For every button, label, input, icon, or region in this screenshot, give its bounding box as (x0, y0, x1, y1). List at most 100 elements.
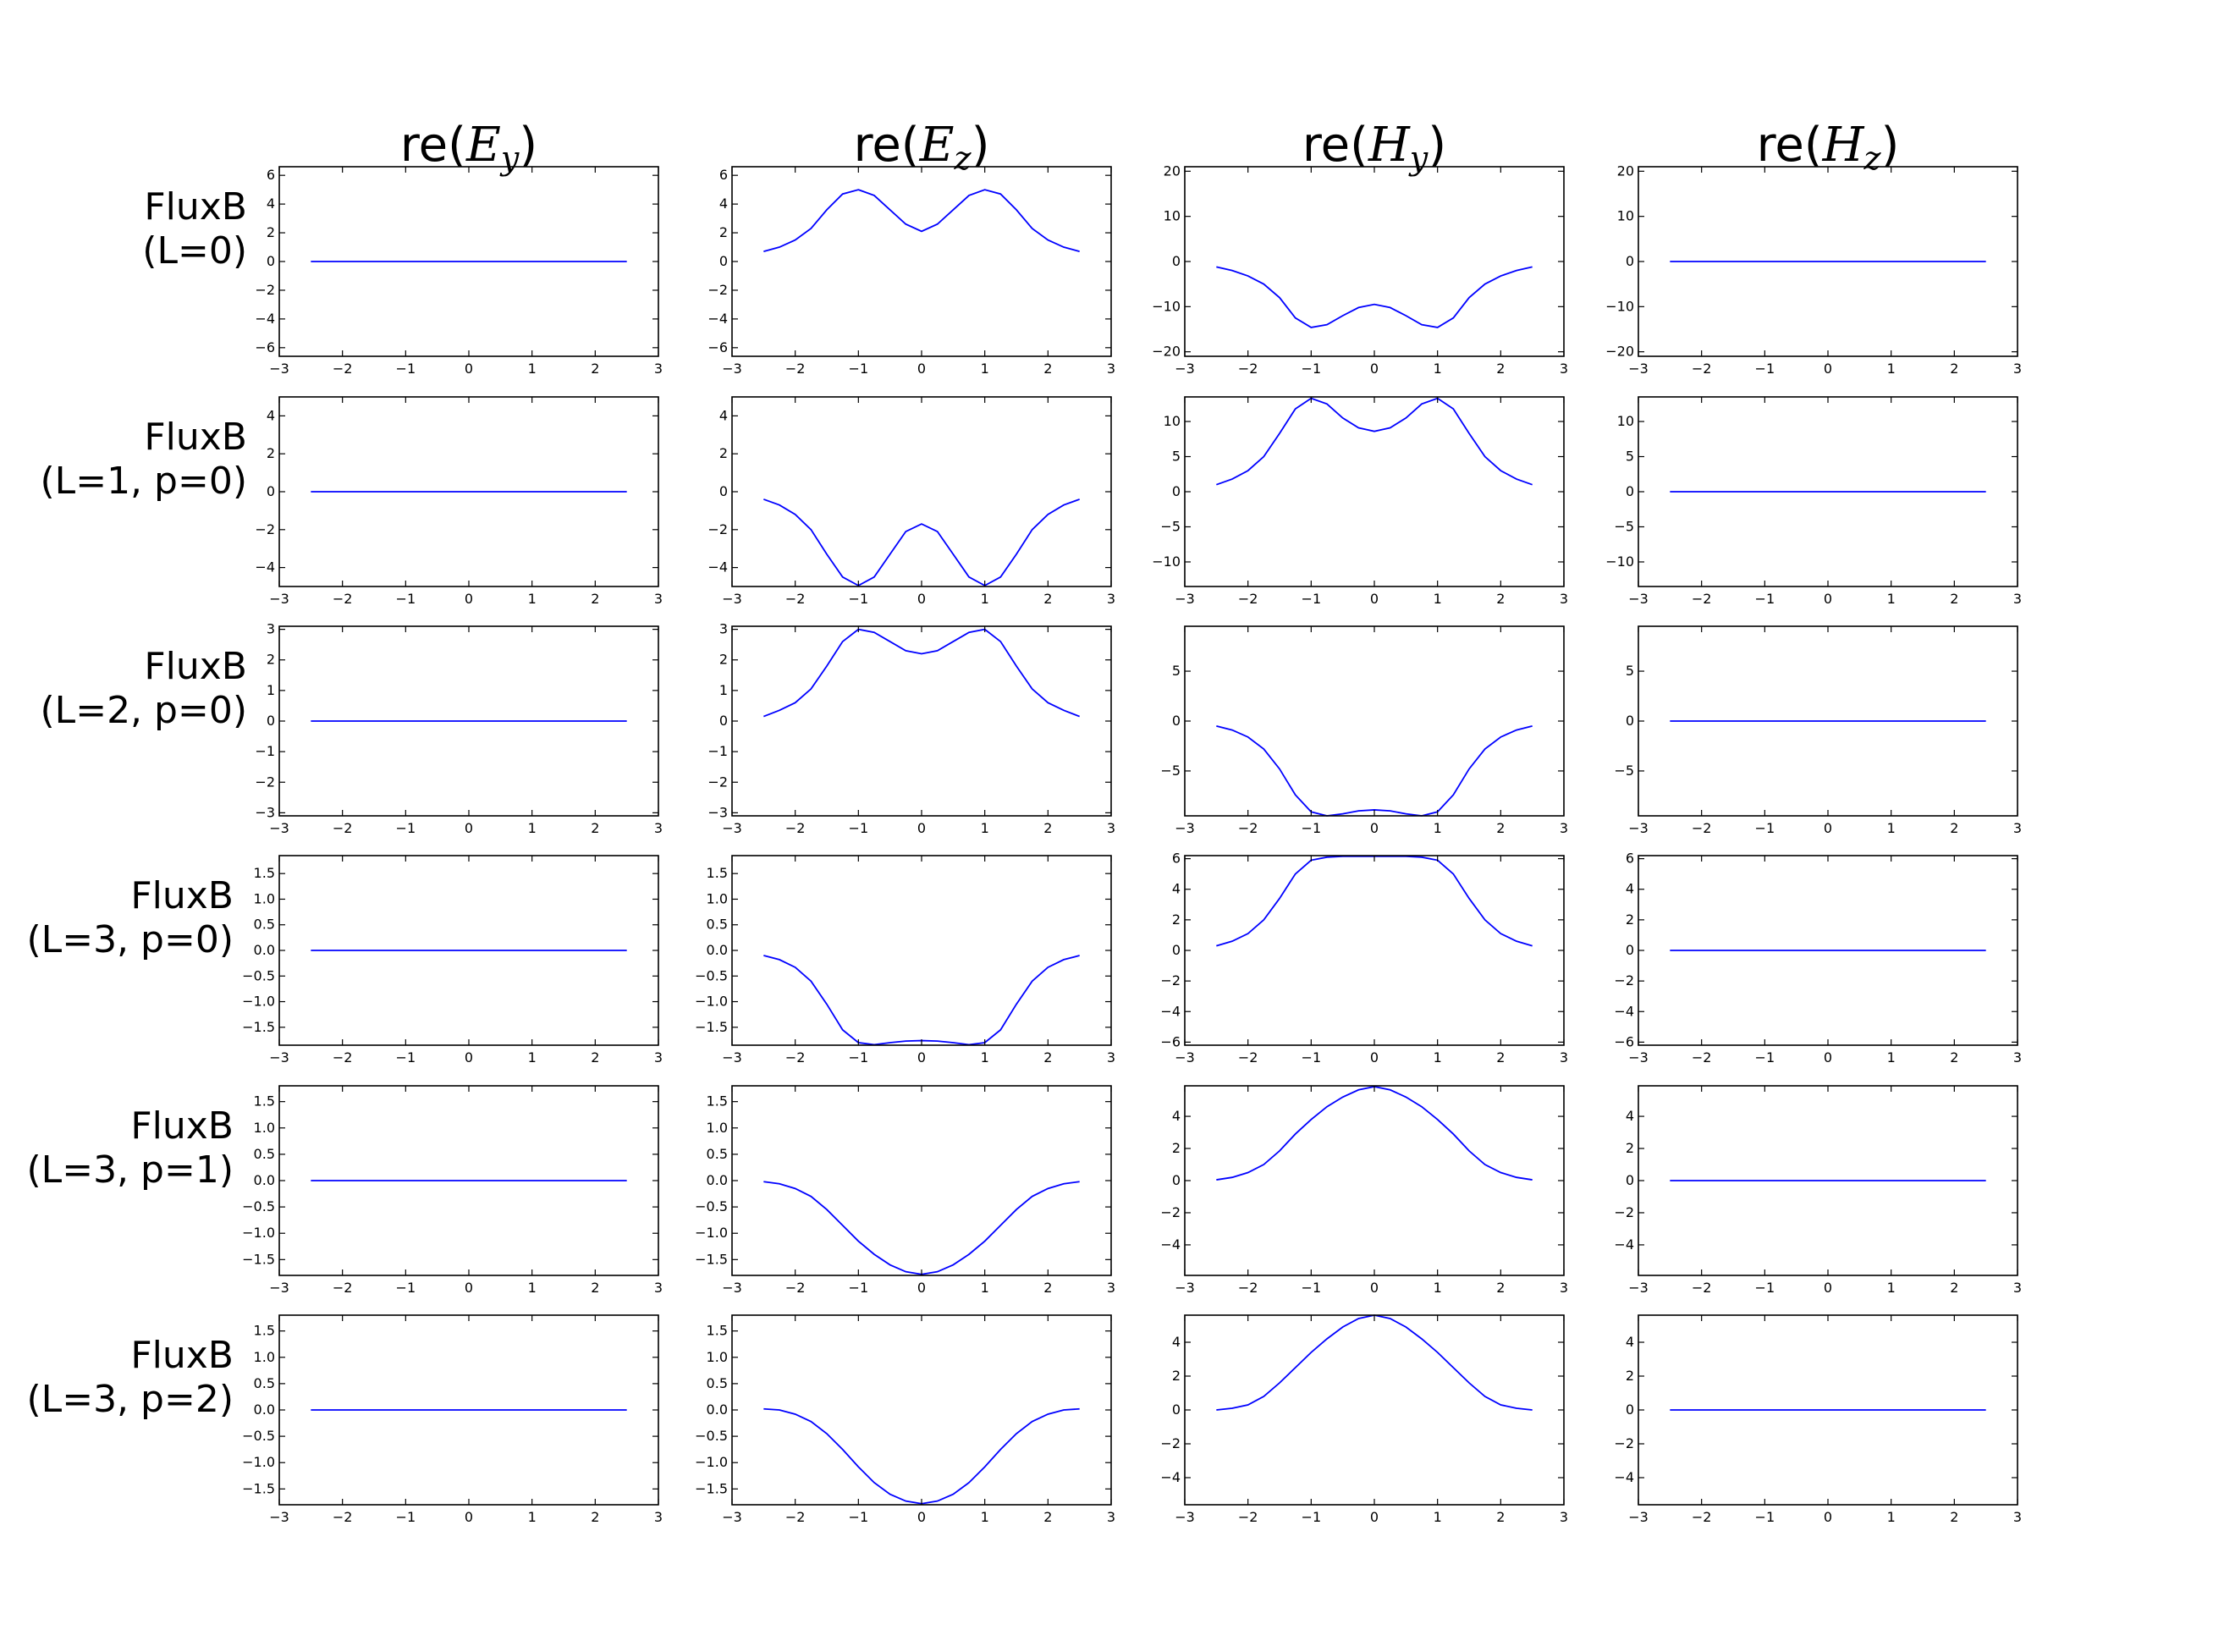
x-tick-label: 2 (1496, 1049, 1505, 1066)
y-tick-label: 2 (1172, 911, 1181, 928)
x-tick-label: 3 (2013, 361, 2022, 377)
x-tick-label: −3 (1628, 1049, 1649, 1066)
axes-frame (731, 625, 1112, 817)
y-tick-label: 1.0 (707, 1349, 728, 1365)
y-tick-label: 0.0 (707, 1172, 728, 1188)
x-tick-label: −1 (396, 1509, 416, 1525)
y-tick-label: −1.5 (695, 1251, 728, 1267)
subplot-r4-c0: −3 −2 −1 0 1 2 3 1.5 1.0 0.5 0.0 −0.5 −1.0 −1.5 (242, 1085, 663, 1296)
subplot-r1-c1: −3 −2 −1 0 1 2 3 4 2 0 −2 −4 (707, 396, 1115, 607)
y-tick-label: −4 (1160, 1236, 1181, 1253)
subplot-r5-c3: −3 −2 −1 0 1 2 3 4 2 0 −2 −4 (1614, 1314, 2022, 1525)
y-tick-label: −1.0 (695, 1454, 728, 1470)
y-tick-label: 2 (719, 224, 728, 240)
x-tick-label: −2 (1238, 1509, 1258, 1525)
x-tick-label: −3 (269, 361, 289, 377)
x-tick-label: 2 (591, 1280, 599, 1296)
x-tick-label: 0 (917, 1509, 926, 1525)
x-tick-label: −2 (1238, 820, 1258, 836)
x-tick-label: 3 (2013, 1509, 2022, 1525)
x-tick-label: 0 (1824, 1280, 1832, 1296)
y-tick-label: 0 (1626, 253, 1634, 269)
x-tick-label: 3 (1560, 1509, 1568, 1525)
subplot-r5-c1: −3 −2 −1 0 1 2 3 1.5 1.0 0.5 0.0 −0.5 −1.0 −1.5 (695, 1314, 1115, 1525)
row-label-line: FluxB (130, 874, 234, 917)
x-tick-label: −3 (269, 1280, 289, 1296)
x-tick-label: −3 (269, 1509, 289, 1525)
y-tick-label: −2 (255, 521, 275, 537)
x-tick-label: 3 (654, 361, 663, 377)
y-tick-label: 4 (719, 407, 728, 423)
y-tick-label: 0 (1172, 253, 1181, 269)
y-tick-label: 1 (719, 682, 728, 698)
x-tick-label: −3 (722, 1509, 742, 1525)
y-tick-label: −5 (1614, 518, 1634, 534)
y-tick-label: 1.5 (254, 865, 275, 881)
y-tick-label: 0 (719, 713, 728, 729)
subplot-r5-c0: −3 −2 −1 0 1 2 3 1.5 1.0 0.5 0.0 −0.5 −1.0 −1.5 (242, 1314, 663, 1525)
y-tick-label: −0.5 (242, 1428, 275, 1444)
row-label-line: FluxB (144, 416, 247, 459)
axes-frame (731, 1314, 1112, 1506)
y-tick-label: −1 (707, 743, 728, 759)
x-tick-label: 3 (1560, 820, 1568, 836)
x-tick-label: 0 (917, 361, 926, 377)
row-label-line: (L=1, p=0) (41, 460, 247, 503)
x-tick-label: 2 (591, 820, 599, 836)
x-tick-label: 3 (654, 820, 663, 836)
y-tick-label: −6 (1160, 1033, 1181, 1049)
y-tick-label: 0 (267, 253, 275, 269)
x-tick-label: −3 (722, 820, 742, 836)
y-tick-label: −1.0 (695, 994, 728, 1010)
x-tick-label: −3 (1175, 820, 1195, 836)
y-tick-label: 6 (267, 167, 275, 183)
y-tick-label: −1.5 (695, 1019, 728, 1035)
x-tick-label: −3 (722, 1049, 742, 1066)
x-tick-label: −2 (1692, 361, 1712, 377)
y-tick-label: 0 (1626, 483, 1634, 499)
column-title: re(Hy) (1302, 118, 1446, 177)
row-label-line: (L=0) (142, 229, 247, 273)
y-tick-label: −5 (1614, 763, 1634, 779)
y-tick-label: 3 (267, 621, 275, 637)
y-tick-label: −2 (1160, 1204, 1181, 1220)
x-tick-label: 3 (1107, 1280, 1115, 1296)
y-tick-label: −1.0 (242, 1454, 275, 1470)
y-tick-label: −6 (707, 339, 728, 355)
x-tick-label: 2 (591, 1049, 599, 1066)
y-tick-label: 0 (1172, 1172, 1181, 1188)
y-tick-label: 0 (1626, 713, 1634, 729)
subplot-r2-c2: −3 −2 −1 0 1 2 3 5 0 −5 (1160, 625, 1568, 836)
y-tick-label: 2 (1172, 1140, 1181, 1156)
y-tick-label: 2 (267, 445, 275, 461)
x-tick-label: −1 (849, 1509, 869, 1525)
x-tick-label: 1 (1887, 361, 1896, 377)
subplot-r2-c0: −3 −2 −1 0 1 2 3 3 2 1 0 −1 −2 −3 (255, 621, 663, 836)
y-tick-label: −4 (1160, 1003, 1181, 1019)
x-tick-label: −2 (1692, 1280, 1712, 1296)
x-tick-label: −1 (849, 1049, 869, 1066)
x-tick-label: 1 (528, 820, 537, 836)
y-tick-label: 4 (1626, 881, 1634, 897)
x-tick-label: −1 (1755, 1049, 1775, 1066)
x-tick-label: 3 (1107, 591, 1115, 607)
axes-frame (731, 166, 1112, 357)
x-tick-label: −3 (269, 1049, 289, 1066)
series-line (1216, 266, 1533, 328)
subplot-r0-c1: −3 −2 −1 0 1 2 3 6 4 2 0 −2 −4 −6 (707, 166, 1115, 377)
y-tick-label: −4 (255, 559, 275, 575)
y-tick-label: 4 (719, 195, 728, 212)
series-line (763, 955, 1080, 1046)
x-tick-label: 0 (1824, 591, 1832, 607)
x-tick-label: 2 (1496, 820, 1505, 836)
y-tick-label: 1.0 (707, 1120, 728, 1136)
x-tick-label: 1 (1434, 1049, 1442, 1066)
subplot-r5-c2: −3 −2 −1 0 1 2 3 4 2 0 −2 −4 (1160, 1314, 1568, 1525)
y-tick-label: 2 (1626, 1140, 1634, 1156)
x-tick-label: −1 (1302, 591, 1322, 607)
x-tick-label: 2 (1950, 820, 1958, 836)
x-tick-label: −3 (1175, 1280, 1195, 1296)
subplot-r2-c1: −3 −2 −1 0 1 2 3 3 2 1 0 −1 −2 −3 (707, 621, 1115, 836)
column-title-subscript: z (1863, 140, 1882, 177)
x-tick-label: 0 (917, 820, 926, 836)
